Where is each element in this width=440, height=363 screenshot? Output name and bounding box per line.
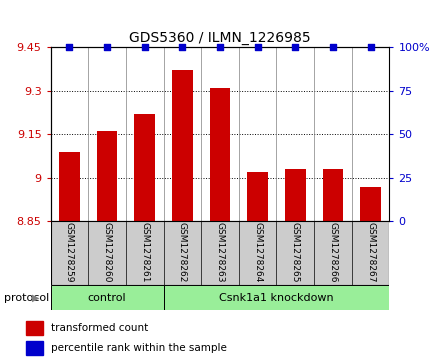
Point (254, 44, 261, 50)
Text: GSM1278261: GSM1278261 (140, 222, 149, 282)
Bar (51, 285, 164, 310)
Text: GSM1278262: GSM1278262 (178, 222, 187, 282)
Bar (323, 169, 343, 221)
Bar (360, 187, 381, 221)
Bar (285, 169, 306, 221)
Text: GSM1278265: GSM1278265 (291, 222, 300, 282)
Text: GSM1278266: GSM1278266 (328, 222, 337, 282)
Point (179, 44, 186, 50)
Bar (59, 152, 80, 221)
Text: percentile rank within the sample: percentile rank within the sample (51, 343, 227, 352)
Point (367, 44, 374, 50)
Point (141, 44, 148, 50)
Text: GSM1278260: GSM1278260 (103, 222, 112, 282)
Bar (209, 88, 231, 221)
Text: GSM1278267: GSM1278267 (366, 222, 375, 282)
Point (66, 44, 73, 50)
Text: ▶: ▶ (32, 293, 39, 303)
Text: GSM1278259: GSM1278259 (65, 222, 74, 282)
Text: control: control (88, 293, 126, 303)
Bar (172, 70, 193, 221)
Text: GSM1278263: GSM1278263 (216, 222, 224, 282)
Text: transformed count: transformed count (51, 323, 149, 333)
Point (330, 44, 337, 50)
Text: Csnk1a1 knockdown: Csnk1a1 knockdown (219, 293, 334, 303)
Bar (26, 322, 43, 335)
Title: GDS5360 / ILMN_1226985: GDS5360 / ILMN_1226985 (129, 31, 311, 45)
Bar (97, 131, 117, 221)
Point (292, 44, 299, 50)
Bar (134, 114, 155, 221)
Point (216, 44, 224, 50)
Text: GSM1278264: GSM1278264 (253, 222, 262, 282)
Bar (164, 285, 389, 310)
Text: protocol: protocol (4, 293, 50, 303)
Bar (247, 172, 268, 221)
Bar (26, 341, 43, 355)
Point (103, 44, 110, 50)
